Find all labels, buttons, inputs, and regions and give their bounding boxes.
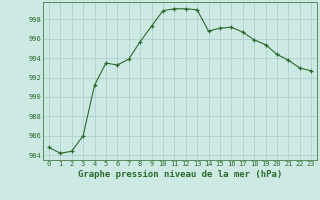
X-axis label: Graphe pression niveau de la mer (hPa): Graphe pression niveau de la mer (hPa) [78,170,282,179]
